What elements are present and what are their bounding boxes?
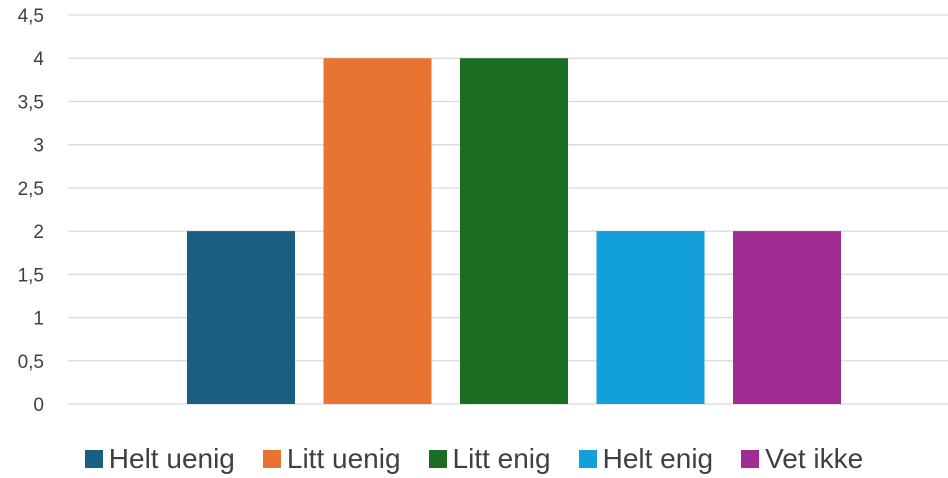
bar-helt-enig xyxy=(596,231,705,404)
y-tick-label: 2,5 xyxy=(18,179,44,200)
y-tick-label: 3,5 xyxy=(18,92,44,113)
bar-helt-uenig xyxy=(187,231,295,404)
legend-swatch xyxy=(578,450,597,468)
legend-item: Litt enig xyxy=(428,443,551,474)
bar-chart: 0 0,5 1 1,5 2 2,5 3 3,5 4 4,5 xyxy=(18,6,948,416)
y-tick-label: 3 xyxy=(33,136,44,157)
bars xyxy=(187,58,841,404)
legend-label: Helt uenig xyxy=(108,443,235,474)
y-tick-label: 2 xyxy=(33,222,44,243)
legend-swatch xyxy=(741,450,760,468)
legend-swatch xyxy=(428,450,447,468)
y-tick-label: 4 xyxy=(33,49,44,70)
legend-item: Helt enig xyxy=(578,443,714,474)
bar-vet-ikke xyxy=(733,231,841,404)
bar-litt-uenig xyxy=(323,58,432,404)
y-tick-label: 0,5 xyxy=(18,352,44,373)
legend: Helt uenig Litt uenig Litt enig Helt enig Ve… xyxy=(0,440,948,478)
legend-label: Vet ikke xyxy=(765,443,864,474)
legend-item: Litt uenig xyxy=(262,443,401,474)
legend-label: Litt uenig xyxy=(286,443,401,474)
legend-item: Vet ikke xyxy=(741,445,863,473)
y-tick-label: 1 xyxy=(33,309,44,330)
y-tick-label: 1,5 xyxy=(18,265,44,286)
y-tick-label: 4,5 xyxy=(18,6,44,27)
y-tick-label: 0 xyxy=(33,395,44,416)
legend-label: Litt enig xyxy=(452,443,551,474)
legend-label: Helt enig xyxy=(602,443,714,474)
y-axis: 0 0,5 1 1,5 2 2,5 3 3,5 4 4,5 xyxy=(18,6,45,416)
legend-swatch xyxy=(262,450,281,468)
legend-item: Helt uenig xyxy=(84,443,235,474)
legend-swatch xyxy=(84,450,103,468)
bar-litt-enig xyxy=(460,58,568,404)
